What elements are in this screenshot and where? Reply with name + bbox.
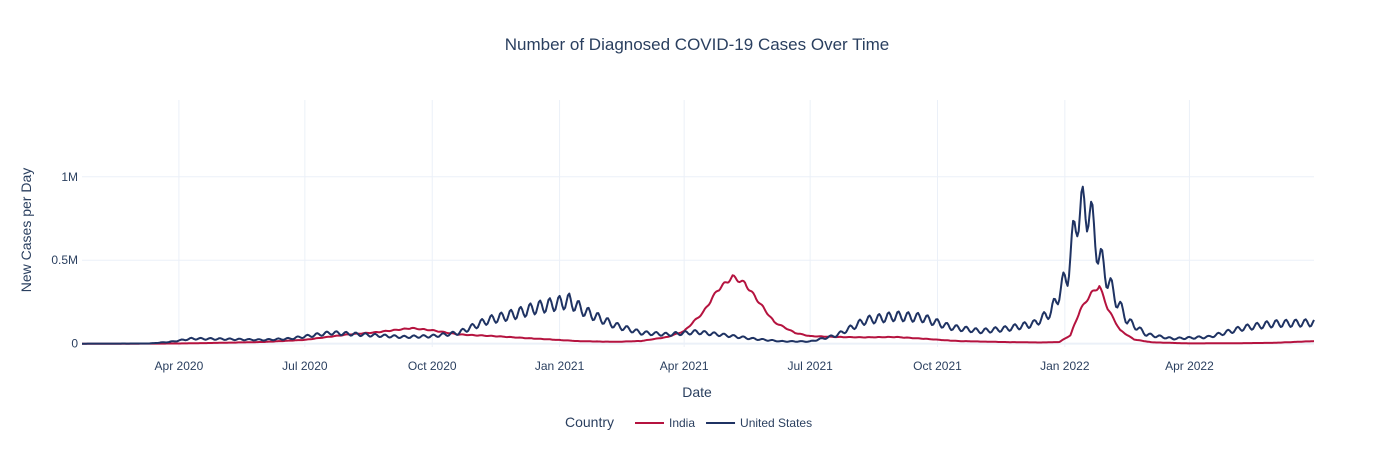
- legend-title: Country: [565, 414, 614, 430]
- legend-label: India: [669, 416, 695, 430]
- x-tick-label: Jul 2020: [282, 359, 328, 373]
- x-tick-label: Apr 2020: [155, 359, 204, 373]
- y-tick-label: 0.5M: [51, 253, 78, 267]
- x-axis-title: Date: [682, 384, 712, 400]
- x-axis-ticks: Apr 2020 Jul 2020 Oct 2020 Jan 2021 Apr 2021…: [155, 359, 1215, 373]
- legend-label: United States: [740, 416, 812, 430]
- x-tick-label: Jan 2021: [535, 359, 585, 373]
- x-tick-label: Apr 2022: [1165, 359, 1214, 373]
- x-tick-label: Oct 2021: [913, 359, 962, 373]
- chart-title: Number of Diagnosed COVID-19 Cases Over …: [505, 35, 890, 54]
- y-tick-label: 1M: [61, 170, 78, 184]
- series-lines: [82, 185, 1315, 345]
- x-tick-label: Apr 2021: [660, 359, 709, 373]
- x-tick-label: Jul 2021: [787, 359, 833, 373]
- y-tick-label: 0: [71, 337, 78, 351]
- x-tick-label: Jan 2022: [1040, 359, 1090, 373]
- y-axis-title: New Cases per Day: [18, 168, 34, 293]
- grid-lines: [82, 100, 1314, 347]
- x-tick-label: Oct 2020: [408, 359, 457, 373]
- series-line-india: [82, 274, 1315, 345]
- y-axis-ticks: 0 0.5M 1M: [51, 170, 78, 351]
- series-line-united-states: [82, 185, 1315, 345]
- legend: Country India United States: [565, 414, 812, 430]
